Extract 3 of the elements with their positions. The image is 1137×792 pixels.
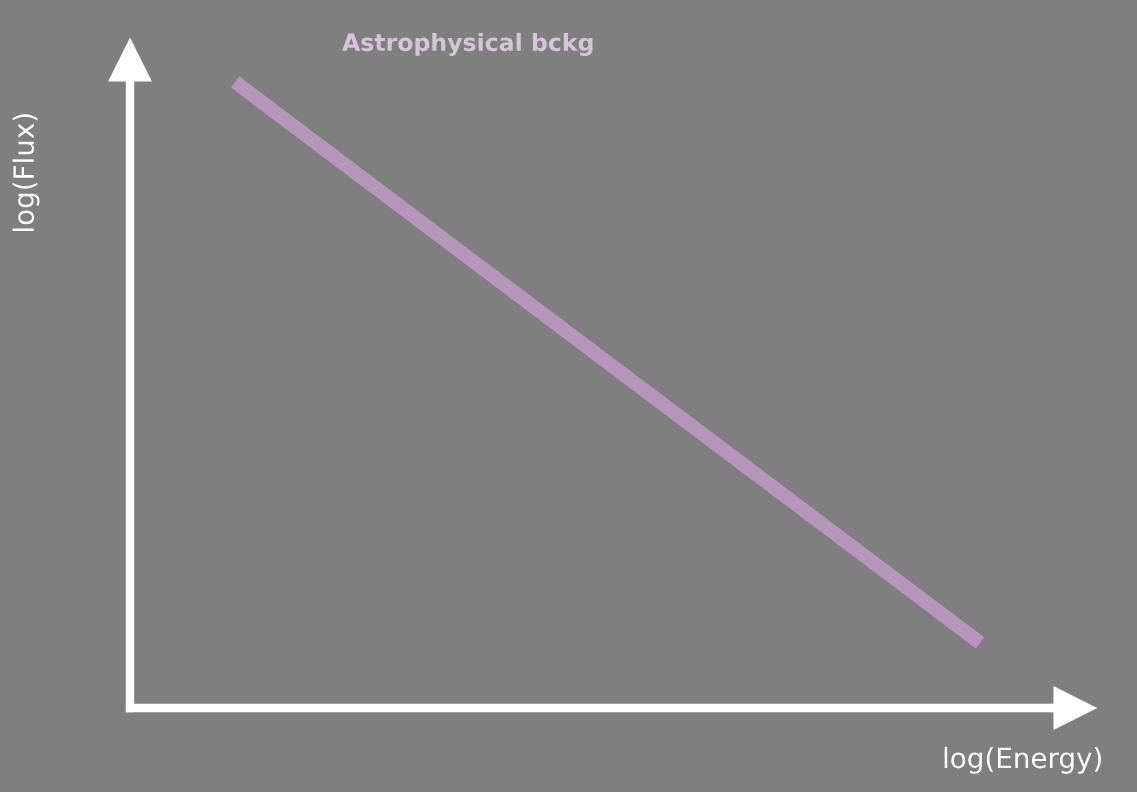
x-axis-title: log(Energy) — [944, 746, 1101, 774]
y-axis-title: log(Flux) — [12, 114, 40, 231]
text: Astrophysical bckg — [342, 32, 593, 56]
